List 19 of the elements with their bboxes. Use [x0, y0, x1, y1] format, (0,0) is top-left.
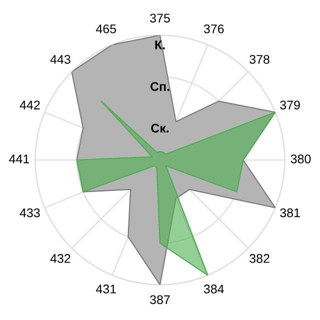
- spoke-label: 432: [50, 254, 70, 263]
- spoke-label: 442: [20, 100, 40, 110]
- y-tick-label: Ск.: [151, 124, 169, 133]
- spoke-label: 381: [280, 208, 300, 218]
- spoke-label: 378: [250, 54, 270, 64]
- spoke-label: 433: [20, 208, 40, 218]
- spoke-label: 380: [290, 154, 311, 164]
- y-tick-label: К.: [155, 40, 165, 50]
- spoke-label: 384: [204, 284, 224, 294]
- spoke-label: 443: [50, 54, 70, 64]
- spoke-label: 465: [96, 24, 116, 34]
- spoke-label: 431: [96, 284, 116, 294]
- spoke-label: 441: [9, 154, 30, 164]
- spoke-label: 376: [204, 24, 224, 34]
- spoke-label: 382: [250, 254, 270, 263]
- spoke-label: 379: [280, 100, 300, 110]
- spoke-label: 375: [150, 14, 170, 23]
- spoke-label: 387: [150, 295, 170, 304]
- y-tick-label: Сп.: [150, 82, 170, 91]
